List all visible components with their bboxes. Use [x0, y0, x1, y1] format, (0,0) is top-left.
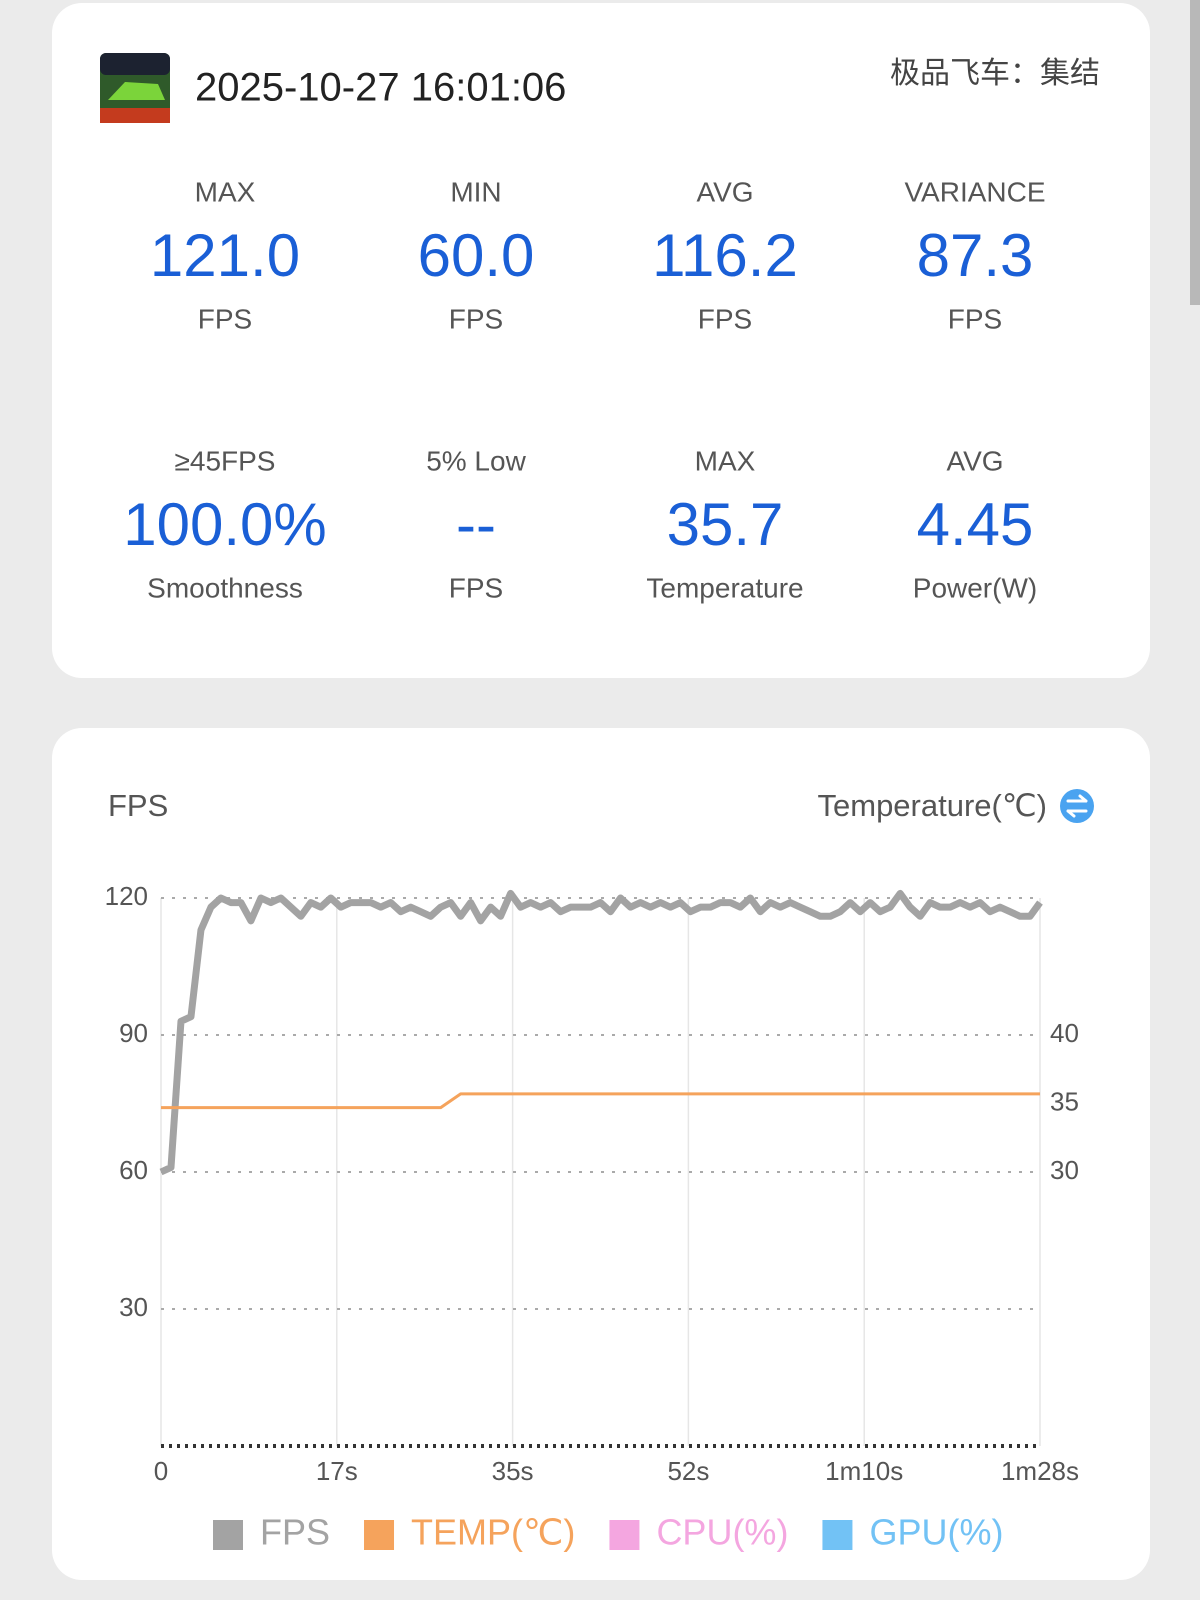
legend-label: CPU(%)	[656, 1512, 788, 1553]
legend-swatch	[364, 1520, 395, 1550]
y-axis-title: FPS	[108, 788, 168, 823]
x-tick-label: 0	[154, 1456, 168, 1486]
y2-axis-title: Temperature(℃)	[818, 788, 1048, 823]
y-tick-label: 120	[105, 881, 148, 911]
y-tick-label: 60	[119, 1155, 148, 1185]
legend-swatch	[822, 1520, 853, 1550]
stat-unit: Power(W)	[913, 572, 1037, 603]
stat-unit: FPS	[449, 303, 503, 334]
stat-value: 60.0	[418, 222, 535, 289]
stat-unit: Temperature	[646, 572, 803, 603]
stat-label: MAX	[195, 176, 256, 207]
game-icon	[100, 53, 170, 123]
stat-unit: FPS	[698, 303, 752, 334]
series-line	[159, 889, 1043, 1176]
stat-label: AVG	[946, 445, 1003, 476]
stat-value: 121.0	[150, 222, 300, 289]
x-tick-label: 1m28s	[1001, 1456, 1079, 1486]
stat-value: 35.7	[667, 491, 784, 558]
legend-swatch	[213, 1520, 243, 1550]
stats-grid: MAX 121.0 FPS MIN 60.0 FPS AVG 116.2 FPS VARIANCE…	[123, 176, 1045, 603]
chart: 0 17s 35s 52s 1m10s 1m28s 30 60 90 120 30 35 40 FPS TE…	[105, 881, 1079, 1553]
stat-unit: FPS	[948, 303, 1002, 334]
legend-label: GPU(%)	[869, 1512, 1003, 1553]
stat-label: AVG	[696, 176, 753, 207]
stat-value: 4.45	[917, 491, 1034, 558]
chart-card	[52, 728, 1150, 1580]
session-datetime: 2025-10-27 16:01:06	[195, 66, 566, 110]
scrollbar	[1190, 0, 1200, 305]
stat-value: --	[456, 491, 496, 558]
legend-label: TEMP(℃)	[411, 1512, 575, 1553]
y-tick-label: 30	[119, 1292, 148, 1322]
stat-unit: Smoothness	[147, 572, 303, 603]
game-name: 极品飞车：集结	[890, 57, 1100, 90]
stat-value: 116.2	[652, 222, 798, 289]
legend-label: FPS	[260, 1512, 330, 1553]
stat-label: VARIANCE	[904, 176, 1045, 207]
swap-axis-button[interactable]	[1060, 789, 1094, 823]
x-tick-label: 17s	[316, 1456, 358, 1486]
y2-tick-label: 35	[1050, 1086, 1079, 1116]
stat-label: MIN	[450, 176, 501, 207]
x-tick-label: 52s	[667, 1456, 709, 1486]
x-tick-label: 35s	[492, 1456, 534, 1486]
y-tick-label: 90	[119, 1018, 148, 1048]
summary-card	[52, 3, 1150, 678]
stat-unit: FPS	[198, 303, 252, 334]
series-line	[161, 1092, 1040, 1110]
legend-swatch	[609, 1520, 640, 1550]
stat-label: MAX	[695, 445, 756, 476]
stat-unit: FPS	[449, 572, 503, 603]
stat-label: 5% Low	[426, 445, 526, 476]
stat-label: ≥45FPS	[175, 445, 276, 476]
y2-tick-label: 30	[1050, 1155, 1079, 1185]
y2-tick-label: 40	[1050, 1018, 1079, 1048]
x-tick-label: 1m10s	[825, 1456, 903, 1486]
stat-value: 87.3	[917, 222, 1034, 289]
stat-value: 100.0%	[123, 491, 327, 558]
